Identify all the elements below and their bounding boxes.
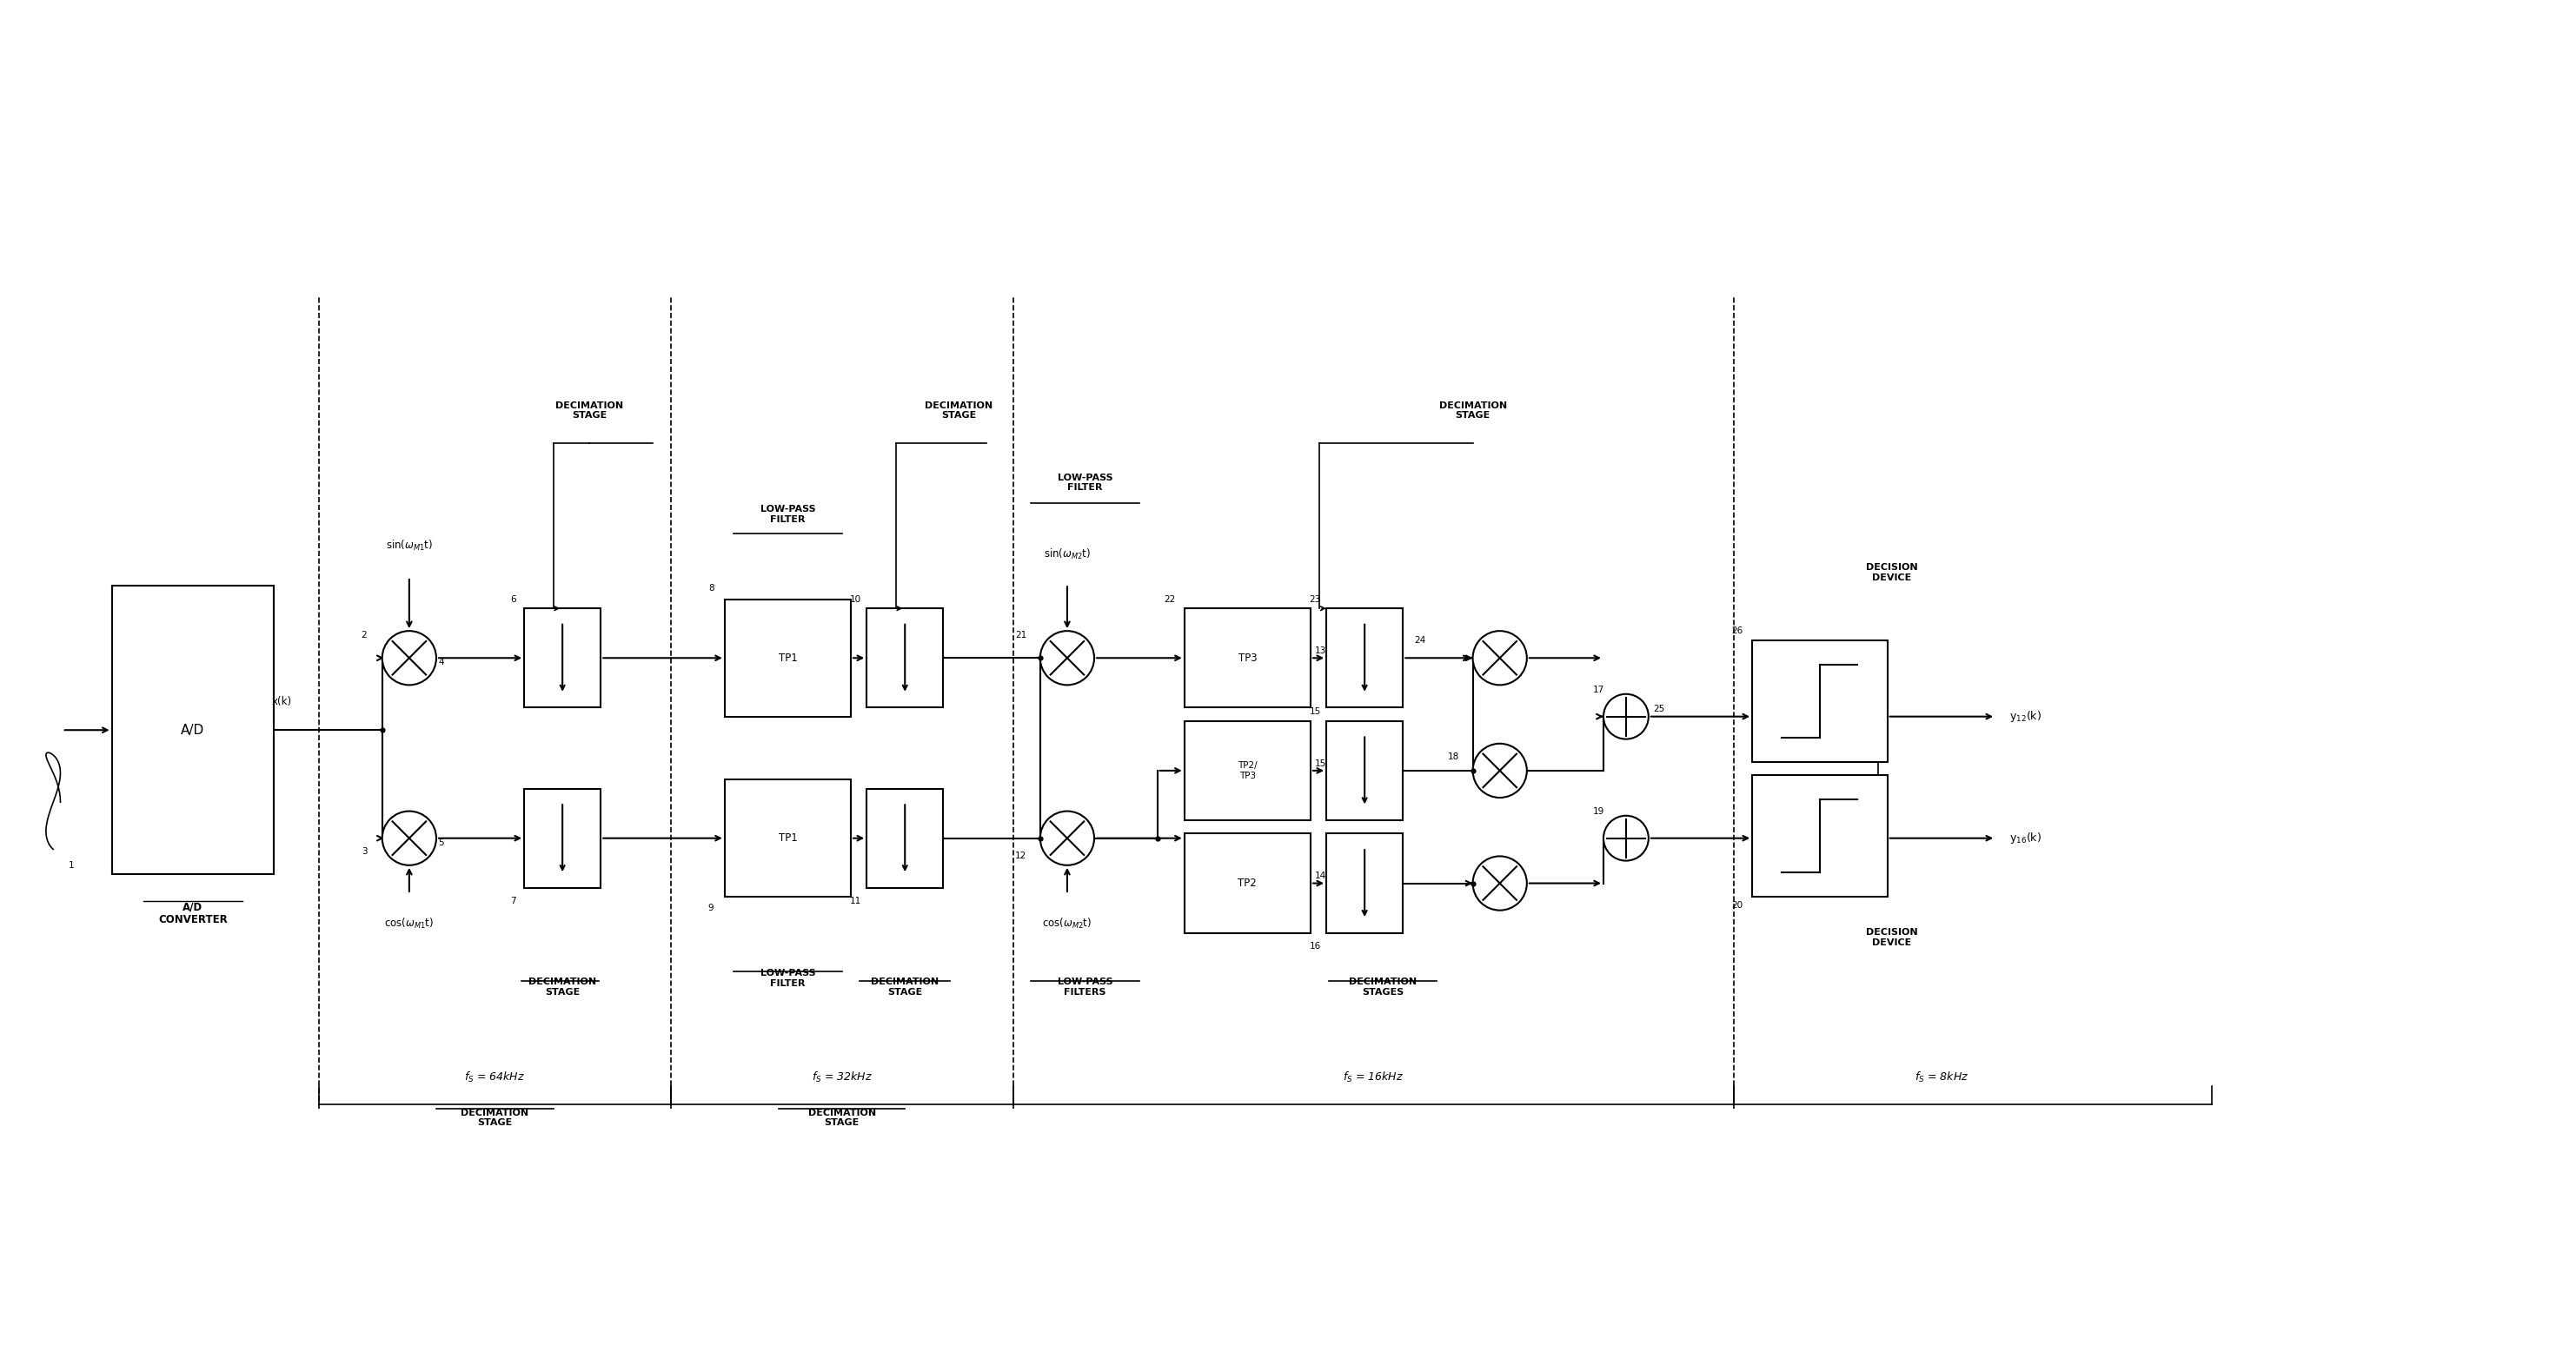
Text: 19: 19 xyxy=(1592,807,1605,815)
Text: 1: 1 xyxy=(70,861,75,869)
Bar xyxy=(1752,639,1888,761)
Text: cos($\omega_{M1}$t): cos($\omega_{M1}$t) xyxy=(384,917,433,930)
Bar xyxy=(724,599,850,717)
Text: DECIMATION
STAGE: DECIMATION STAGE xyxy=(461,1109,528,1128)
Text: LOW-PASS
FILTER: LOW-PASS FILTER xyxy=(1059,473,1113,492)
Text: 22: 22 xyxy=(1164,595,1175,604)
Bar xyxy=(866,608,943,707)
Text: 8: 8 xyxy=(708,584,714,592)
Text: 26: 26 xyxy=(1731,627,1744,635)
Text: DECIMATION
STAGE: DECIMATION STAGE xyxy=(871,977,938,996)
Text: 5: 5 xyxy=(438,838,443,848)
Text: LOW-PASS
FILTER: LOW-PASS FILTER xyxy=(760,969,817,987)
Text: TP2/
TP3: TP2/ TP3 xyxy=(1236,761,1257,780)
Circle shape xyxy=(1041,811,1095,865)
Text: DECIMATION
STAGE: DECIMATION STAGE xyxy=(1440,402,1507,420)
Bar xyxy=(1327,721,1404,821)
Text: y$_{12}$(k): y$_{12}$(k) xyxy=(2009,710,2040,723)
Text: 18: 18 xyxy=(1448,753,1458,761)
Text: 11: 11 xyxy=(850,896,860,906)
Text: 21: 21 xyxy=(1015,631,1028,639)
Text: 3: 3 xyxy=(361,848,366,856)
Text: sin($\omega_{M1}$t): sin($\omega_{M1}$t) xyxy=(386,538,433,553)
Text: f$_S$ = 8kHz: f$_S$ = 8kHz xyxy=(1914,1069,1968,1084)
Text: f$_S$ = 64kHz: f$_S$ = 64kHz xyxy=(464,1069,526,1084)
Text: f$_S$ = 32kHz: f$_S$ = 32kHz xyxy=(811,1069,873,1084)
Bar xyxy=(1327,834,1404,933)
Text: TP1: TP1 xyxy=(778,833,796,844)
Bar xyxy=(523,608,600,707)
Text: 17: 17 xyxy=(1592,685,1605,694)
Text: 2: 2 xyxy=(361,631,366,639)
Text: sin($\omega_{M2}$t): sin($\omega_{M2}$t) xyxy=(1043,548,1090,561)
Text: 12: 12 xyxy=(1015,852,1028,861)
Text: 24: 24 xyxy=(1414,635,1425,645)
Bar xyxy=(1327,608,1404,707)
Text: DECIMATION
STAGE: DECIMATION STAGE xyxy=(556,402,623,420)
Bar xyxy=(1185,608,1311,707)
Text: DECIMATION
STAGE: DECIMATION STAGE xyxy=(809,1109,876,1128)
Bar xyxy=(866,788,943,888)
Text: 23: 23 xyxy=(1309,595,1321,604)
Text: DECISION
DEVICE: DECISION DEVICE xyxy=(1865,929,1917,948)
Text: 14: 14 xyxy=(1314,872,1327,880)
Bar xyxy=(111,585,273,875)
Circle shape xyxy=(1473,856,1528,910)
Text: DECISION
DEVICE: DECISION DEVICE xyxy=(1865,564,1917,583)
Text: 10: 10 xyxy=(850,595,860,604)
Text: 4: 4 xyxy=(438,658,443,667)
Circle shape xyxy=(1602,815,1649,861)
Text: f$_S$ = 16kHz: f$_S$ = 16kHz xyxy=(1342,1069,1404,1084)
Text: TP3: TP3 xyxy=(1239,652,1257,664)
Circle shape xyxy=(1473,631,1528,685)
Text: 6: 6 xyxy=(510,595,515,604)
Circle shape xyxy=(1473,744,1528,798)
Text: 15: 15 xyxy=(1309,707,1321,717)
Text: DECIMATION
STAGE: DECIMATION STAGE xyxy=(528,977,598,996)
Text: TP2: TP2 xyxy=(1239,877,1257,888)
Text: 20: 20 xyxy=(1731,902,1744,910)
Text: 7: 7 xyxy=(510,896,515,906)
Text: DECIMATION
STAGE: DECIMATION STAGE xyxy=(925,402,992,420)
Circle shape xyxy=(1041,631,1095,685)
Text: A/D
CONVERTER: A/D CONVERTER xyxy=(157,902,227,926)
Text: y$_{16}$(k): y$_{16}$(k) xyxy=(2009,831,2040,845)
Bar xyxy=(1185,834,1311,933)
Bar xyxy=(1185,721,1311,821)
Text: TP1: TP1 xyxy=(778,652,796,664)
Text: 16: 16 xyxy=(1309,942,1321,950)
Text: DECIMATION
STAGES: DECIMATION STAGES xyxy=(1350,977,1417,996)
Text: LOW-PASS
FILTERS: LOW-PASS FILTERS xyxy=(1059,977,1113,996)
Bar xyxy=(523,788,600,888)
Text: LOW-PASS
FILTER: LOW-PASS FILTER xyxy=(760,504,817,523)
Text: 15: 15 xyxy=(1314,758,1327,768)
Circle shape xyxy=(381,811,435,865)
Text: 25: 25 xyxy=(1654,704,1664,714)
Circle shape xyxy=(381,631,435,685)
Text: cos($\omega_{M2}$t): cos($\omega_{M2}$t) xyxy=(1043,917,1092,930)
Text: A/D: A/D xyxy=(180,723,204,737)
Bar xyxy=(724,780,850,896)
Text: 13: 13 xyxy=(1314,646,1327,656)
Bar xyxy=(1752,775,1888,896)
Text: x(k): x(k) xyxy=(273,696,291,707)
Text: 9: 9 xyxy=(708,904,714,913)
Circle shape xyxy=(1602,694,1649,740)
